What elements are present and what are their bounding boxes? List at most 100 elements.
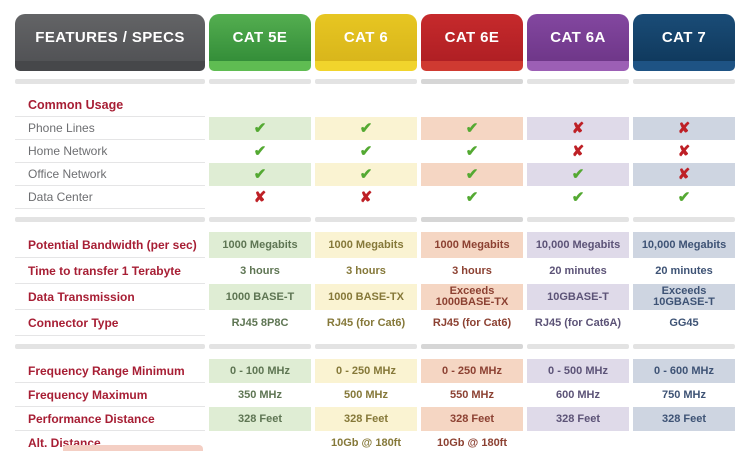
cross-icon: ✘ [677, 143, 691, 160]
table-row: Connector Type RJ45 8P8C RJ45 (for Cat6) RJ… [15, 310, 735, 336]
column-tab-cat6a: CAT 6A [527, 14, 629, 71]
section-title-row: Common Usage [15, 94, 735, 117]
value-cell: 10,000 Megabits [527, 232, 629, 258]
section-3: Frequency Range Minimum 0 - 100 MHz 0 - 25… [15, 359, 735, 451]
value-cell: 1000 BASE-T [209, 284, 311, 310]
check-icon: ✔ [253, 143, 267, 160]
value-cell: 350 MHz [237, 388, 283, 401]
value-cell: 3 hours [452, 264, 492, 277]
separator-segment [15, 79, 205, 84]
section-2: Potential Bandwidth (per sec) 1000 Megabi… [15, 232, 735, 336]
value-cell: RJ45 (for Cat6) [432, 316, 512, 329]
section-title: Common Usage [15, 94, 205, 117]
column-tab-strip [209, 61, 311, 71]
table-row: Phone Lines ✔ ✔ ✔ ✘ ✘ [15, 117, 735, 140]
table-row: Data Center ✘ ✘ ✔ ✔ ✔ [15, 186, 735, 209]
check-icon: ✔ [571, 189, 585, 206]
row-label: Performance Distance [15, 407, 205, 431]
separator-segment [421, 217, 523, 222]
column-tab-cat6e: CAT 6E [421, 14, 523, 71]
value-cell: 1000 BASE-TX [315, 284, 417, 310]
value-cell: 500 MHz [343, 388, 389, 401]
features-specs-label: FEATURES / SPECS [15, 14, 205, 61]
table-row: Performance Distance 328 Feet 328 Feet 328 … [15, 407, 735, 431]
check-icon: ✔ [421, 163, 523, 186]
value-cell: Exceeds 10GBASE-T [633, 284, 735, 310]
separator-segment [633, 217, 735, 222]
table-inner: FEATURES / SPECS CAT 5E CAT 6 CAT 6E CAT 6A… [0, 14, 750, 451]
value-cell: RJ45 (for Cat6) [326, 316, 406, 329]
value-cell [209, 431, 311, 451]
value-cell: 10GBASE-T [527, 284, 629, 310]
value-cell: 0 - 250 MHz [421, 359, 523, 383]
value-cell: 10,000 Megabits [633, 232, 735, 258]
value-cell: RJ45 (for Cat6A) [534, 316, 622, 329]
cross-icon: ✘ [633, 163, 735, 186]
cross-icon: ✘ [359, 189, 373, 206]
column-tab-cat5e: CAT 5E [209, 14, 311, 71]
separator-segment [209, 344, 311, 349]
value-cell: 10Gb @ 180ft [330, 436, 402, 449]
header-row: FEATURES / SPECS CAT 5E CAT 6 CAT 6E CAT 6A… [15, 14, 735, 71]
value-cell: 328 Feet [633, 407, 735, 431]
row-label: Time to transfer 1 Terabyte [15, 258, 205, 284]
value-cell [633, 431, 735, 451]
separator-segment [527, 344, 629, 349]
value-cell: RJ45 8P8C [231, 316, 289, 329]
value-cell: 3 hours [240, 264, 280, 277]
value-cell: 328 Feet [315, 407, 417, 431]
value-cell: 0 - 600 MHz [633, 359, 735, 383]
check-icon: ✔ [527, 163, 629, 186]
separator-segment [421, 344, 523, 349]
value-cell: GG45 [669, 316, 699, 329]
table-row: Office Network ✔ ✔ ✔ ✔ ✘ [15, 163, 735, 186]
value-cell: 0 - 500 MHz [527, 359, 629, 383]
check-icon: ✔ [465, 189, 479, 206]
value-cell: 328 Feet [421, 407, 523, 431]
value-cell: 20 minutes [655, 264, 713, 277]
value-cell: 0 - 250 MHz [315, 359, 417, 383]
row-label: Frequency Range Minimum [15, 359, 205, 383]
row-label: Data Transmission [15, 284, 205, 310]
separator-segment [315, 79, 417, 84]
check-icon: ✔ [677, 189, 691, 206]
separator-segment [527, 79, 629, 84]
table-row: Frequency Range Minimum 0 - 100 MHz 0 - 25… [15, 359, 735, 383]
value-cell: 20 minutes [549, 264, 607, 277]
value-cell: 600 MHz [555, 388, 601, 401]
table-row: Potential Bandwidth (per sec) 1000 Megabi… [15, 232, 735, 258]
column-tab-strip [421, 61, 523, 71]
row-label: Home Network [15, 140, 205, 163]
section-separator [15, 344, 735, 349]
section-separator [15, 217, 735, 222]
column-tab-cat6: CAT 6 [315, 14, 417, 71]
row-label: Office Network [15, 163, 205, 186]
table-row: Time to transfer 1 Terabyte 3 hours 3 hour… [15, 258, 735, 284]
check-icon: ✔ [315, 163, 417, 186]
column-tab-label: CAT 7 [633, 14, 735, 61]
column-tab-label: CAT 6A [527, 14, 629, 61]
column-tab-strip [527, 61, 629, 71]
table-body: Common Usage Phone Lines ✔ ✔ ✔ ✘ ✘ Home Network… [15, 79, 735, 451]
section-separator [15, 79, 735, 84]
row-label: Frequency Maximum [15, 383, 205, 407]
check-icon: ✔ [209, 163, 311, 186]
value-cell: 750 MHz [661, 388, 707, 401]
check-icon: ✔ [359, 143, 373, 160]
value-cell: 1000 Megabits [315, 232, 417, 258]
separator-segment [315, 217, 417, 222]
features-specs-tab: FEATURES / SPECS [15, 14, 205, 71]
row-label: Data Center [15, 186, 205, 209]
partial-tab-cutoff [63, 445, 203, 451]
separator-segment [315, 344, 417, 349]
value-cell: 10Gb @ 180ft [436, 436, 508, 449]
cross-icon: ✘ [527, 117, 629, 140]
separator-segment [633, 344, 735, 349]
value-cell: 550 MHz [449, 388, 495, 401]
value-cell: 3 hours [346, 264, 386, 277]
column-tab-strip [633, 61, 735, 71]
separator-segment [633, 79, 735, 84]
separator-segment [209, 217, 311, 222]
row-label: Potential Bandwidth (per sec) [15, 232, 205, 258]
